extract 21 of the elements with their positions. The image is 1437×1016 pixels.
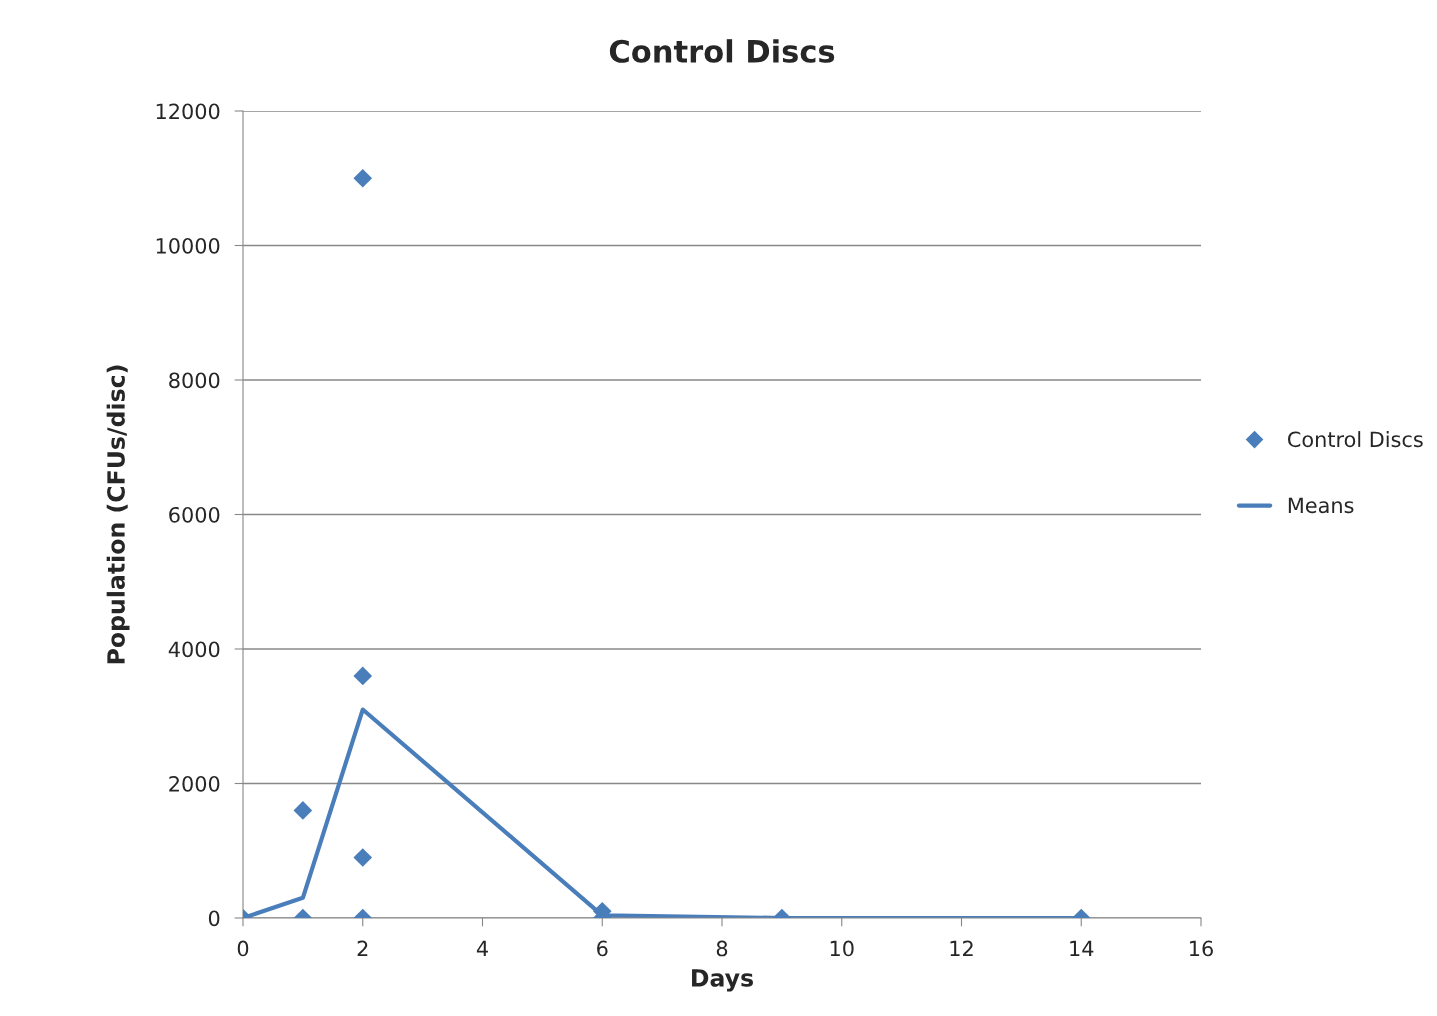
x-tick-label: 10 bbox=[830, 940, 854, 957]
x-tick-label: 6 bbox=[597, 940, 608, 957]
x-axis-title: Days bbox=[692, 969, 753, 992]
x-tick-label: 14 bbox=[1070, 940, 1094, 957]
y-tick-label: 12000 bbox=[156, 103, 220, 120]
x-tick-label: 0 bbox=[237, 940, 249, 957]
y-tick-label: 4000 bbox=[168, 641, 220, 658]
legend-label: Control Discs bbox=[1288, 431, 1423, 448]
y-axis-title: Population (CFUs/disc) bbox=[106, 365, 130, 664]
x-tick-label: 8 bbox=[716, 940, 728, 957]
x-tick-label: 2 bbox=[357, 940, 368, 957]
y-tick-label: 0 bbox=[208, 910, 220, 927]
x-tick-label: 16 bbox=[1190, 940, 1213, 957]
y-tick-label: 2000 bbox=[169, 775, 220, 792]
y-tick-label: 10000 bbox=[156, 237, 220, 254]
x-tick-label: 4 bbox=[476, 940, 488, 957]
y-tick-label: 8000 bbox=[169, 372, 220, 389]
chart-title: Control Discs bbox=[609, 39, 835, 63]
legend-label: Means bbox=[1288, 497, 1354, 514]
x-tick-label: 12 bbox=[950, 940, 973, 957]
y-tick-label: 6000 bbox=[169, 506, 220, 523]
